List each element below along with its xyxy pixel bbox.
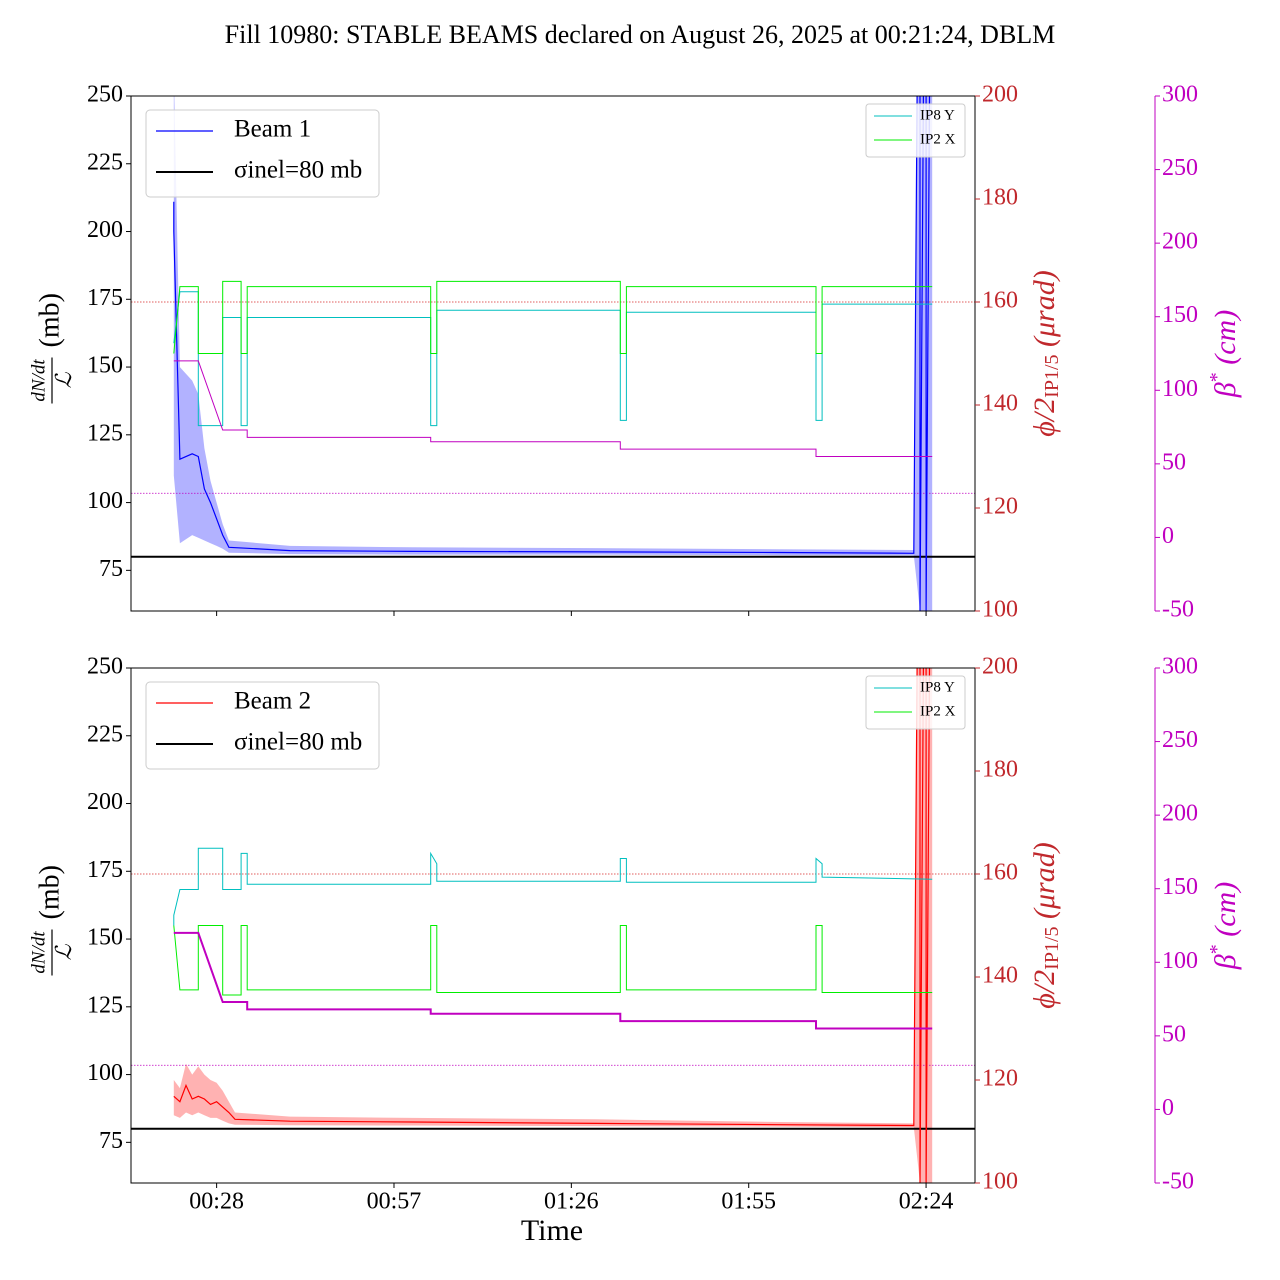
y-tick-label: 225: [87, 721, 123, 747]
legend-box: [865, 675, 966, 730]
x-tick-label: 00:28: [189, 1189, 244, 1215]
series-line: [173, 96, 931, 611]
y-axis-label: dN/dt ℒ (mb): [28, 293, 76, 404]
y3-tick-label: 300: [1162, 82, 1198, 108]
y-tick-label: 100: [87, 488, 123, 514]
series-line: [173, 847, 933, 926]
y3-axis-label-part: (cm): [1209, 310, 1242, 372]
y-tick-label: 175: [87, 857, 123, 883]
legend-label: IP8 Y: [920, 107, 955, 123]
y3-tick-label: 50: [1162, 1021, 1186, 1047]
y3-tick-label: -50: [1162, 1169, 1194, 1195]
y-label-unit: (mb): [34, 293, 65, 347]
legend-label: Beam 2: [234, 688, 311, 715]
y-label-numerator: dN/dt: [28, 931, 49, 974]
y3-axis-label: β* (cm): [1206, 882, 1242, 970]
y3-tick-label: 0: [1162, 523, 1174, 549]
y3-tick-label: 200: [1162, 801, 1198, 827]
y-tick-label: 250: [87, 654, 123, 680]
x-tick-label: 00:57: [367, 1189, 422, 1215]
y3-tick-label: 250: [1162, 155, 1198, 181]
y2-tick-label: 120: [982, 494, 1018, 520]
x-tick-label: 01:26: [544, 1189, 599, 1215]
x-tick-label: 01:55: [721, 1189, 776, 1215]
legend-label: IP2 X: [920, 703, 956, 719]
legend-label: IP2 X: [920, 131, 956, 147]
y3-axis-label-part: β: [1209, 954, 1242, 970]
legend-label: σinel=80 mb: [234, 729, 362, 756]
y2-tick-label: 160: [982, 860, 1018, 886]
series-line: [173, 925, 933, 996]
x-axis-label: Time: [521, 1214, 583, 1247]
y2-axis-label-part: ϕ/2: [1028, 970, 1061, 1009]
y-tick-label: 75: [99, 1128, 123, 1154]
y3-tick-label: 100: [1162, 376, 1198, 402]
series-line: [173, 931, 933, 1030]
y2-tick-label: 140: [982, 963, 1018, 989]
series-line: [173, 280, 933, 354]
y3-tick-label: 50: [1162, 449, 1186, 475]
y-label-denominator: ℒ: [51, 943, 76, 960]
y-tick-label: 75: [99, 556, 123, 582]
y-tick-label: 150: [87, 925, 123, 951]
y3-tick-label: 300: [1162, 654, 1198, 680]
y2-axis-label: ϕ/2IP1/5 (μrad): [1028, 842, 1063, 1008]
y2-axis-label-part: (μrad): [1028, 842, 1061, 926]
y3-tick-label: 100: [1162, 948, 1198, 974]
y-tick-label: 250: [87, 82, 123, 108]
y2-axis-label-part: ϕ/2: [1028, 398, 1061, 437]
series-line: [173, 360, 933, 457]
y-tick-label: 125: [87, 420, 123, 446]
y-tick-label: 125: [87, 992, 123, 1018]
legend-label: Beam 1: [234, 116, 311, 143]
y-tick-label: 200: [87, 217, 123, 243]
figure-title: Fill 10980: STABLE BEAMS declared on Aug…: [225, 20, 1056, 49]
y2-axis-label-part: IP1/5: [1041, 927, 1063, 970]
legend-box: [145, 109, 380, 198]
y3-axis-label: β* (cm): [1206, 310, 1242, 398]
legend-box: [865, 103, 966, 158]
y3-tick-label: 150: [1162, 302, 1198, 328]
y3-tick-label: 0: [1162, 1095, 1174, 1121]
y2-tick-label: 200: [982, 82, 1018, 108]
y2-axis-label-part: IP1/5: [1041, 355, 1063, 398]
y-tick-label: 225: [87, 149, 123, 175]
y-tick-label: 175: [87, 285, 123, 311]
y3-tick-label: 150: [1162, 874, 1198, 900]
y2-tick-label: 180: [982, 185, 1018, 211]
y2-tick-label: 140: [982, 391, 1018, 417]
y-tick-label: 150: [87, 353, 123, 379]
y2-tick-label: 100: [982, 597, 1018, 623]
y2-tick-label: 120: [982, 1066, 1018, 1092]
y3-tick-label: -50: [1162, 597, 1194, 623]
y2-axis-label: ϕ/2IP1/5 (μrad): [1028, 270, 1063, 436]
y-label-numerator: dN/dt: [28, 359, 49, 402]
y-axis-label: dN/dt ℒ (mb): [28, 865, 76, 976]
y3-tick-label: 200: [1162, 229, 1198, 255]
y3-axis-label-part: *: [1206, 944, 1228, 954]
y2-tick-label: 160: [982, 288, 1018, 314]
y3-tick-label: 250: [1162, 727, 1198, 753]
y2-tick-label: 180: [982, 757, 1018, 783]
y3-axis-label-part: (cm): [1209, 882, 1242, 944]
series-line: [173, 668, 931, 1183]
legend-box: [145, 681, 380, 770]
legend-label: σinel=80 mb: [234, 157, 362, 184]
y-label-denominator: ℒ: [51, 371, 76, 388]
y-tick-label: 200: [87, 789, 123, 815]
y2-axis-label-part: (μrad): [1028, 270, 1061, 354]
y-tick-label: 100: [87, 1060, 123, 1086]
x-tick-label: 02:24: [899, 1189, 954, 1215]
y3-axis-label-part: *: [1206, 372, 1228, 382]
plot-frame: [130, 95, 976, 612]
y2-tick-label: 100: [982, 1169, 1018, 1195]
legend-label: IP8 Y: [920, 679, 955, 695]
y2-tick-label: 200: [982, 654, 1018, 680]
y3-axis-label-part: β: [1209, 382, 1242, 398]
y-label-unit: (mb): [34, 865, 65, 919]
plot-frame: [130, 667, 976, 1184]
